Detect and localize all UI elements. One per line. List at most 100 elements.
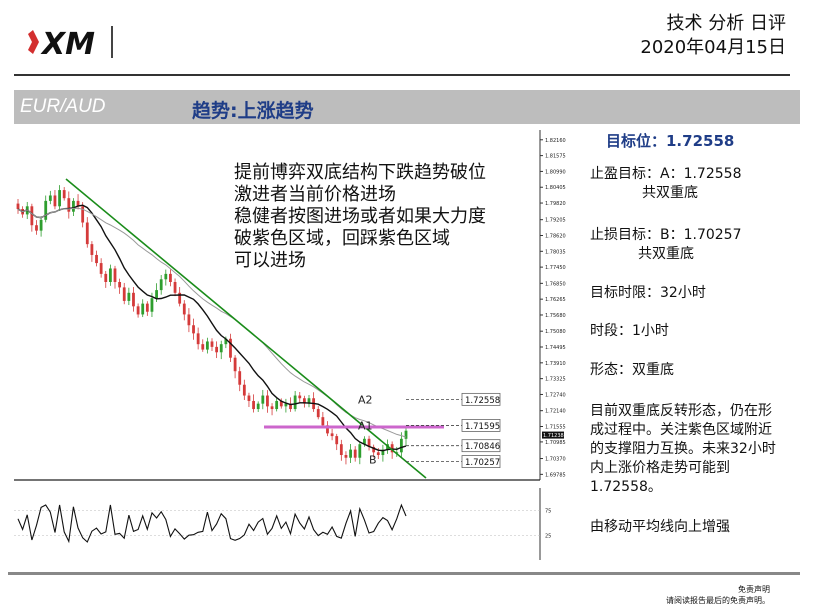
candle-body [210, 341, 214, 347]
stop-loss-note: 共双重底 [638, 246, 694, 262]
candle-body [363, 438, 366, 445]
candle-body [279, 400, 283, 407]
candle-body [30, 206, 34, 226]
candle-body [16, 203, 20, 209]
candle-body [58, 190, 61, 207]
price-tick-label: 1.75080 [545, 329, 566, 335]
oscillator-panel: 75 25 [14, 488, 551, 560]
candle-body [67, 198, 71, 212]
report-date: 2020年04月15日 [640, 37, 786, 59]
analysis-text: 目前双重底反转形态，仍在形 成过程中。关注紫色区域附近 的支撑阻力互换。未来32… [590, 403, 776, 495]
candle-body [44, 200, 48, 220]
candle-body [132, 292, 135, 307]
candle-body [399, 438, 403, 453]
candle-body [247, 395, 251, 401]
price-tick-label: 1.69785 [545, 472, 566, 478]
price-tick-label: 1.76850 [545, 281, 566, 287]
disclaimer: 免责声明 请阅读报告最后的免责声明。 [666, 585, 770, 605]
candle-body [159, 279, 163, 291]
stop-loss-line: 止损目标：B：1.70257 [590, 227, 742, 243]
candle-body [349, 449, 352, 458]
trend-label: 趋势:上涨趋势 [192, 100, 314, 122]
price-tick-label: 1.78620 [545, 233, 566, 239]
candle-body [145, 303, 149, 312]
price-tick-label: 1.70985 [545, 440, 566, 446]
candle-body [358, 444, 362, 458]
timeframe: 时段：1小时 [590, 323, 669, 339]
commentary: 提前博弈双底结构下跌趋势破位 激进者当前价格进场 稳健者按图进场或者如果大力度 … [234, 162, 486, 272]
candle-body [261, 395, 265, 404]
candle-body [155, 290, 158, 299]
price-tick-label: 1.76265 [545, 297, 566, 303]
moving-averages [17, 204, 407, 452]
level-box [461, 419, 501, 432]
xm-logo: XM [28, 26, 113, 62]
level-box [461, 392, 501, 406]
candle-body [252, 400, 255, 410]
candle-body [215, 346, 219, 353]
candle-body [99, 263, 103, 274]
candle-body [229, 338, 232, 358]
currency-pair: EUR/AUD [20, 96, 106, 117]
candle-body [353, 449, 357, 458]
commentary-line: 稳健者按图进场或者如果大力度 [234, 206, 486, 227]
candle-body [169, 273, 172, 282]
candle-body [224, 338, 228, 345]
current-price-marker [542, 431, 564, 439]
candle-body [141, 303, 145, 315]
candle-body [113, 268, 117, 282]
level-name: A2 [358, 393, 373, 406]
oscillator-line [17, 503, 407, 544]
candle-body [187, 314, 191, 326]
candle-body [53, 195, 57, 207]
candle-body [316, 409, 320, 418]
candle-body [76, 200, 80, 207]
stop-loss: 止损目标：B：1.70257 共双重底 [590, 226, 742, 264]
target-price: 目标位：1.72558 [606, 132, 735, 150]
candle-body [307, 398, 311, 404]
candle-body [201, 344, 205, 350]
candle-body [330, 433, 334, 437]
footer-divider [8, 572, 800, 575]
report-header: 技术 分析 日评 2020年04月15日 [640, 12, 786, 61]
candle-body [108, 268, 112, 282]
price-tick-label: 1.79820 [545, 201, 566, 207]
candle-body [284, 403, 288, 407]
price-levels: 1.72558 A2 1.71595 A1 1.70846 1.70257 B [358, 392, 501, 468]
price-tick-label: 1.80990 [545, 169, 566, 175]
take-profit-note: 共双重底 [642, 185, 698, 201]
price-tick-label: 1.82160 [545, 138, 566, 144]
candle-body [85, 222, 89, 245]
candle-body [35, 225, 38, 231]
candle-body [242, 384, 246, 396]
candle-body [372, 446, 376, 453]
time-limit: 目标时限：32小时 [590, 285, 706, 301]
candle-body [367, 438, 371, 447]
commentary-line: 破紫色区域，回踩紫色区域 [234, 228, 450, 249]
price-tick-label: 1.72140 [545, 409, 566, 415]
price-tick-label: 1.73325 [545, 377, 566, 383]
candle-body [39, 219, 43, 231]
candle-body [233, 357, 237, 372]
take-profit: 止盈目标：A：1.72558 共双重底 [590, 165, 741, 203]
candle-body [127, 292, 131, 301]
candle-body [219, 344, 223, 353]
commentary-line: 提前博弈双底结构下跌趋势破位 [234, 162, 486, 183]
level-name: B [369, 454, 377, 467]
candle-body [256, 403, 260, 410]
candle-body [275, 400, 279, 410]
candle-body [178, 292, 182, 304]
candle-body [95, 254, 98, 264]
pattern: 形态：双重底 [590, 362, 674, 378]
price-chart: 1.72558 A2 1.71595 A1 1.70846 1.70257 B 1.8216… [14, 130, 566, 560]
candle-body [302, 398, 306, 404]
price-tick-label: 1.75680 [545, 313, 566, 319]
level-name: A1 [358, 419, 373, 432]
header-divider [14, 74, 790, 76]
candle-body [72, 200, 75, 212]
price-tick-label: 1.73910 [545, 361, 566, 367]
price-tick-label: 1.70370 [545, 457, 566, 463]
candle-body [335, 436, 339, 445]
price-tick-label: 1.71555 [545, 424, 566, 430]
level-box [461, 439, 501, 453]
